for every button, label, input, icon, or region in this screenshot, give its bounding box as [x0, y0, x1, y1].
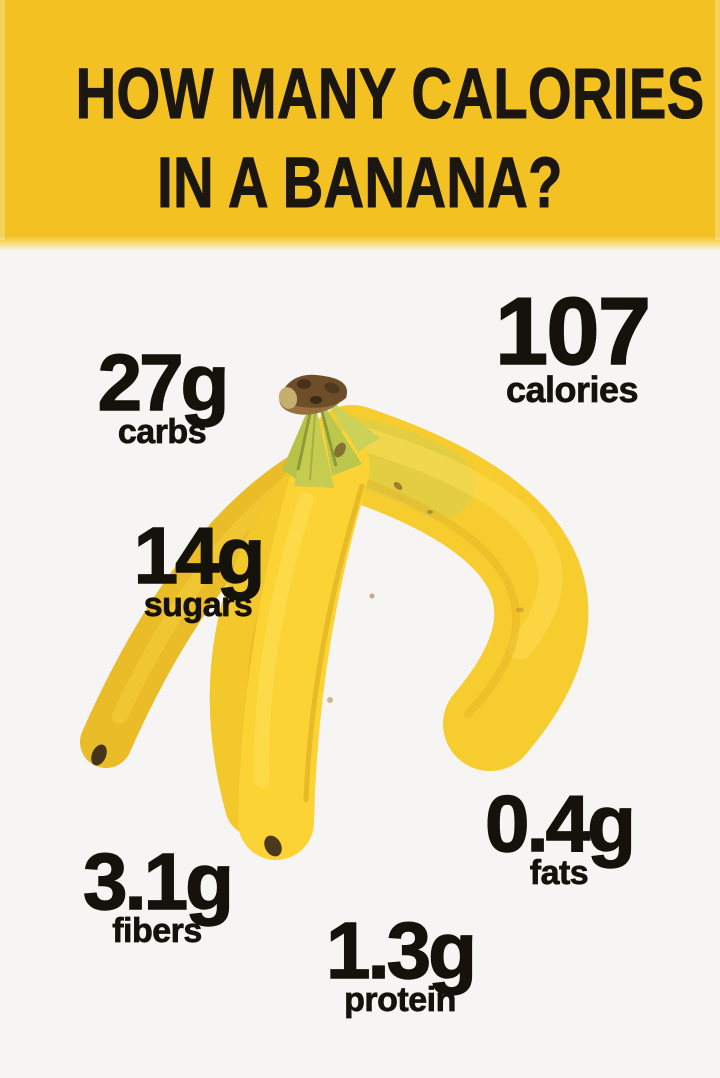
banana-tip — [264, 835, 282, 857]
banana-blemishes — [327, 482, 524, 703]
banana-tip — [91, 744, 107, 766]
stat-fats: 0.4g fats — [484, 779, 636, 892]
stat-sugars-value: 14g — [133, 511, 266, 600]
stat-calories-value: 107 — [494, 278, 652, 385]
stat-carbs: 27g carbs — [97, 338, 230, 451]
stat-sugars-label: sugars — [143, 586, 253, 624]
stat-calories-label: calories — [505, 369, 639, 410]
stat-carbs-label: carbs — [117, 413, 207, 451]
stat-protein-value: 1.3g — [325, 906, 477, 995]
poster-title-line1: HOW MANY CALORIES — [75, 54, 705, 134]
stat-carbs-value: 27g — [97, 338, 230, 427]
stat-sugars: 14g sugars — [133, 511, 266, 624]
banana-front — [238, 430, 370, 860]
stat-fibers-label: fibers — [112, 912, 203, 950]
stat-protein-label: protein — [344, 981, 457, 1019]
banana-stem-cap — [278, 374, 348, 415]
stat-calories: 107 calories — [494, 278, 652, 410]
stat-fibers-value: 3.1g — [82, 837, 234, 926]
banana-bunch — [80, 374, 589, 860]
banana-right — [305, 405, 589, 771]
stat-fats-value: 0.4g — [484, 779, 636, 868]
title-banner: HOW MANY CALORIES IN A BANANA? — [0, 0, 720, 252]
stat-protein: 1.3g protein — [325, 906, 477, 1019]
poster-title-line2: IN A BANANA? — [157, 143, 563, 223]
stat-fibers: 3.1g fibers — [82, 837, 234, 950]
banana-crown — [282, 394, 380, 488]
stat-fats-label: fats — [529, 854, 589, 892]
